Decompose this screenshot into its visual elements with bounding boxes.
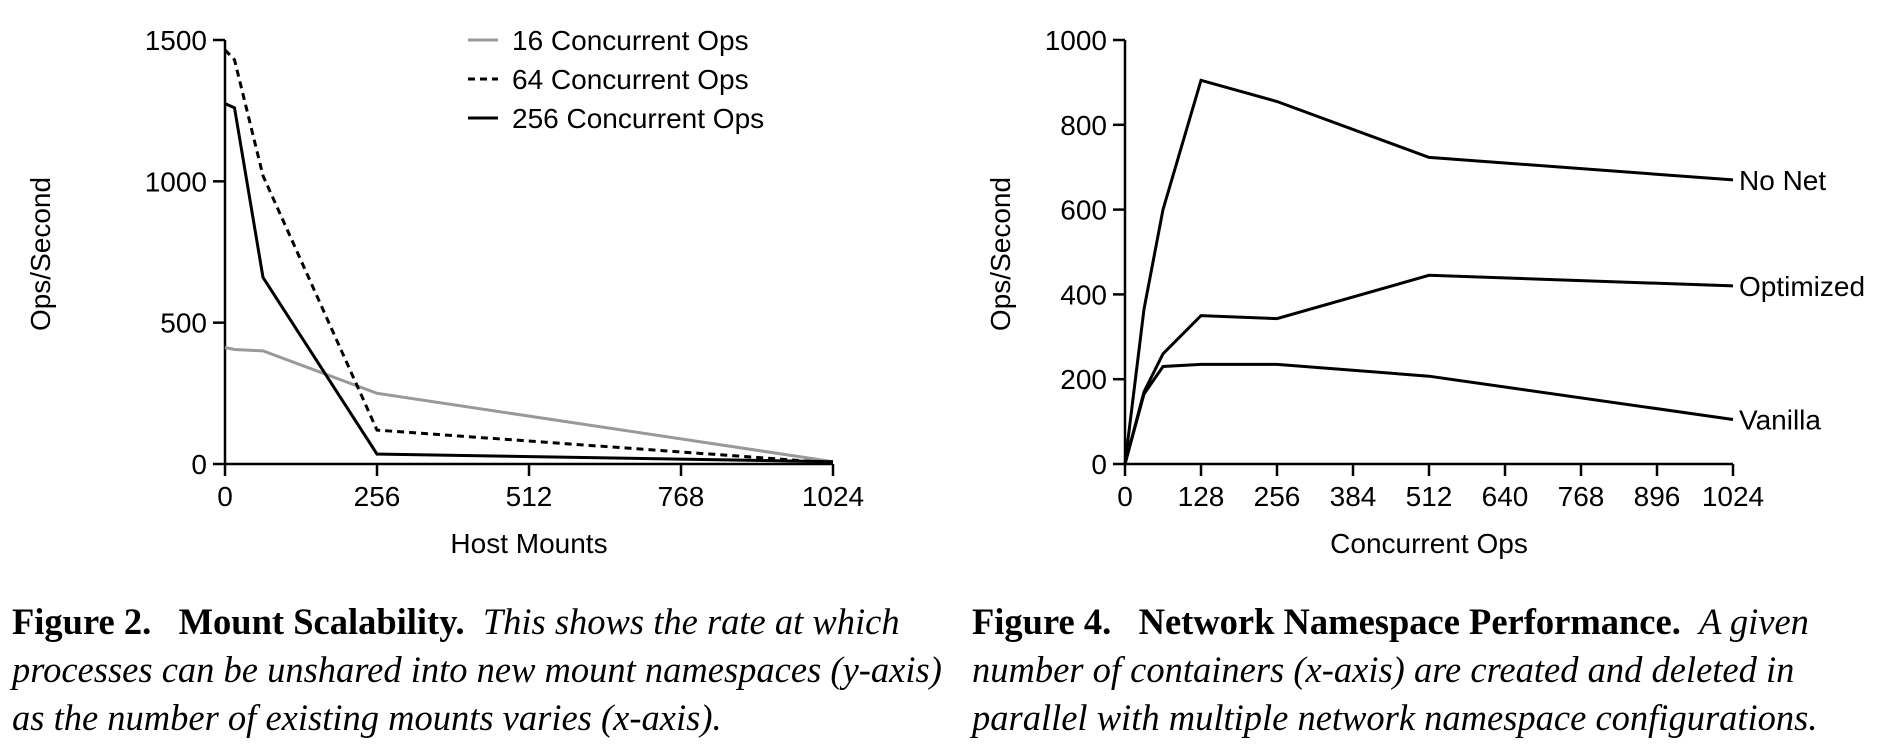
chart2-x-tick-label: 512 xyxy=(1406,481,1453,512)
chart2-series-label: No Net xyxy=(1739,165,1826,196)
chart1-y-axis-label: Ops/Second xyxy=(25,177,56,331)
chart1-y-tick-label: 500 xyxy=(160,308,207,339)
chart1-y-tick-label: 1500 xyxy=(145,25,207,56)
chart1-x-tick-label: 1024 xyxy=(802,481,864,512)
caption-number: Figure 4. xyxy=(972,601,1112,642)
chart2-y-tick-label: 800 xyxy=(1060,110,1107,141)
figure-4-caption: Figure 4. Network Namespace Performance.… xyxy=(972,598,1887,742)
caption-title: Network Namespace Performance. xyxy=(1138,601,1681,642)
chart2-y-tick-label: 200 xyxy=(1060,364,1107,395)
chart2-y-tick-label: 400 xyxy=(1060,279,1107,310)
chart2-x-tick-label: 128 xyxy=(1178,481,1225,512)
chart2-series-label: Optimized xyxy=(1739,271,1865,302)
chart2-series-label: Vanilla xyxy=(1739,404,1821,435)
chart1-series-line-1 xyxy=(223,48,834,465)
chart2-y-axis-label: Ops/Second xyxy=(985,177,1016,331)
chart1-x-tick-label: 768 xyxy=(658,481,705,512)
chart1-x-axis-label: Host Mounts xyxy=(450,528,607,559)
chart2-x-tick-label: 896 xyxy=(1634,481,1681,512)
chart1-x-tick-label: 0 xyxy=(217,481,233,512)
chart2-series-line-0 xyxy=(1123,78,1734,465)
chart1-series-line-0 xyxy=(224,346,834,464)
caption-number: Figure 2. xyxy=(12,601,152,642)
chart2-x-tick-label: 0 xyxy=(1117,481,1133,512)
chart1-y-tick-label: 0 xyxy=(191,449,207,480)
caption-body: This shows the rate at which processes c… xyxy=(12,601,942,738)
chart2-series-line-2 xyxy=(1123,362,1734,465)
caption-body: A given number of containers (x-axis) ar… xyxy=(972,601,1818,738)
chart1-legend-label: 16 Concurrent Ops xyxy=(512,25,749,56)
chart2-x-tick-label: 1024 xyxy=(1702,481,1764,512)
chart1-legend-label: 64 Concurrent Ops xyxy=(512,64,749,95)
chart2-x-tick-label: 384 xyxy=(1330,481,1377,512)
caption-title: Mount Scalability. xyxy=(178,601,465,642)
chart1-x-tick-label: 512 xyxy=(506,481,553,512)
chart2-x-tick-label: 768 xyxy=(1558,481,1605,512)
chart2-x-tick-label: 640 xyxy=(1482,481,1529,512)
figure-panels: 0 500 1000 1500 0 256 512 768 1024 Host Mounts Ops… xyxy=(25,25,1865,559)
chart1-x-tick-label: 256 xyxy=(354,481,401,512)
chart1-legend-label: 256 Concurrent Ops xyxy=(512,103,764,134)
chart2-y-tick-label: 1000 xyxy=(1045,25,1107,56)
chart2-x-tick-label: 256 xyxy=(1254,481,1301,512)
figure-2-caption: Figure 2. Mount Scalability. This shows … xyxy=(12,598,942,742)
chart2-y-tick-label: 0 xyxy=(1091,449,1107,480)
chart1-series-line-2 xyxy=(224,102,834,464)
chart1-y-tick-label: 1000 xyxy=(145,166,207,197)
chart2-series-line-1 xyxy=(1123,273,1734,465)
chart2-y-tick-label: 600 xyxy=(1060,195,1107,226)
chart2-x-axis-label: Concurrent Ops xyxy=(1330,528,1528,559)
